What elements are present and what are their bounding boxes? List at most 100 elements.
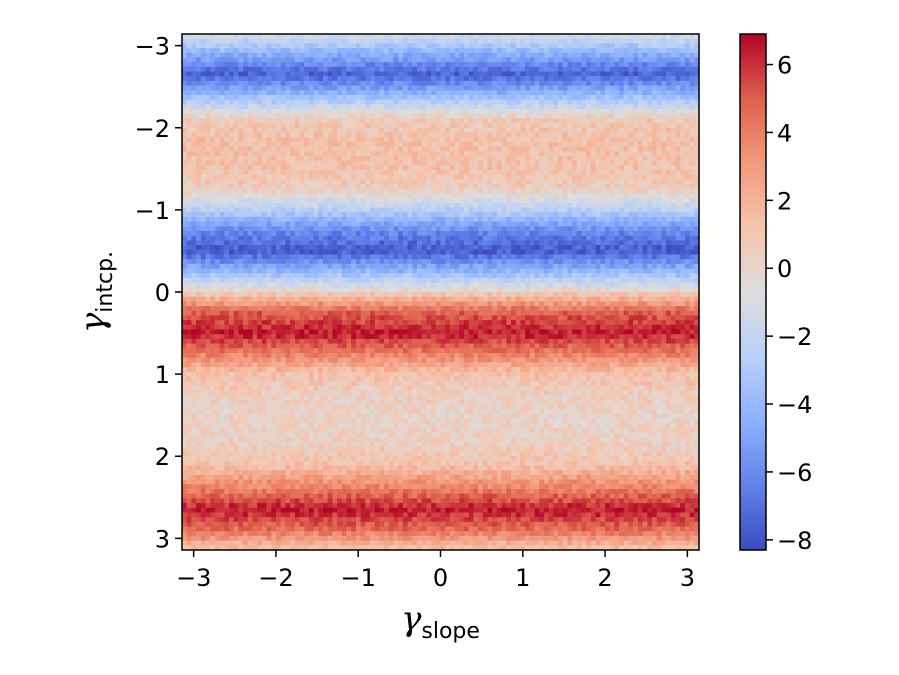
heatmap-cell: [435, 240, 442, 246]
heatmap-cell: [675, 52, 681, 59]
heatmap-cell: [379, 76, 385, 82]
heatmap-cell: [666, 113, 672, 120]
heatmap-cell: [412, 212, 418, 218]
heatmap-cell: [238, 48, 244, 54]
heatmap-cell: [308, 193, 315, 199]
heatmap-cell: [355, 48, 362, 54]
heatmap-cell: [619, 198, 625, 204]
heatmap-cell: [656, 34, 662, 40]
heatmap-cell: [435, 85, 442, 91]
heatmap-cell: [492, 76, 498, 82]
heatmap-cell: [511, 146, 517, 152]
heatmap-cell: [590, 76, 597, 82]
heatmap-cell: [266, 80, 272, 87]
heatmap-cell: [515, 202, 521, 209]
heatmap-cell: [567, 188, 573, 195]
heatmap-cell: [562, 104, 568, 110]
heatmap-cell: [543, 235, 550, 241]
heatmap-cell: [628, 76, 634, 82]
heatmap-cell: [619, 113, 625, 120]
heatmap-cell: [623, 202, 630, 209]
heatmap-cell: [633, 99, 639, 105]
heatmap-cell: [539, 66, 545, 73]
heatmap-cell: [666, 184, 672, 190]
heatmap-cell: [308, 207, 315, 213]
heatmap-cell: [590, 80, 597, 87]
heatmap-cell: [534, 188, 540, 195]
heatmap-cell: [393, 94, 399, 101]
heatmap-cell: [374, 34, 380, 40]
heatmap-cell: [670, 127, 677, 134]
heatmap-cell: [323, 34, 329, 40]
heatmap-cell: [224, 179, 230, 185]
heatmap-cell: [459, 62, 465, 68]
heatmap-cell: [290, 137, 296, 143]
heatmap-cell: [586, 221, 592, 227]
heatmap-cell: [487, 90, 493, 96]
heatmap-cell: [304, 66, 310, 73]
heatmap-cell: [661, 76, 667, 82]
heatmap-cell: [276, 198, 282, 204]
heatmap-cell: [229, 48, 235, 54]
heatmap-cell: [661, 170, 667, 176]
heatmap-cell: [431, 99, 437, 105]
heatmap-cell: [214, 174, 221, 181]
heatmap-cell: [623, 235, 630, 241]
heatmap-cell: [351, 231, 357, 237]
heatmap-cell: [501, 188, 507, 195]
heatmap-cell: [304, 193, 310, 199]
heatmap-cell: [576, 146, 583, 152]
heatmap-cell: [210, 202, 216, 209]
heatmap-cell: [384, 155, 390, 162]
heatmap-cell: [261, 231, 268, 237]
heatmap-cell: [515, 85, 521, 91]
heatmap-cell: [464, 43, 470, 49]
heatmap-cell: [506, 38, 512, 44]
heatmap-cell: [285, 109, 291, 115]
heatmap-cell: [280, 216, 286, 223]
heatmap-cell: [487, 137, 493, 143]
heatmap-cell: [520, 170, 526, 176]
heatmap-cell: [581, 184, 587, 190]
heatmap-cell: [558, 43, 564, 49]
heatmap-cell: [572, 34, 578, 40]
heatmap-cell: [252, 43, 258, 49]
heatmap-cell: [285, 170, 291, 176]
heatmap-cell: [332, 221, 338, 227]
heatmap-cell: [417, 71, 423, 77]
heatmap-cell: [290, 193, 296, 199]
heatmap-cell: [370, 146, 376, 152]
heatmap-cell: [445, 160, 451, 166]
heatmap-cell: [501, 137, 507, 143]
heatmap-cell: [478, 48, 484, 54]
heatmap-cell: [243, 109, 249, 115]
heatmap-cell: [355, 52, 362, 59]
heatmap-cell: [661, 123, 667, 129]
heatmap-cell: [496, 216, 503, 223]
heatmap-cell: [520, 207, 526, 213]
heatmap-cell: [628, 151, 634, 157]
heatmap-cell: [318, 160, 324, 166]
heatmap-cell: [294, 71, 301, 77]
heatmap-cell: [431, 109, 437, 115]
heatmap-cell: [290, 52, 296, 59]
heatmap-cell: [440, 80, 446, 87]
heatmap-cell: [398, 198, 404, 204]
heatmap-cell: [553, 137, 559, 143]
heatmap-cell: [200, 113, 207, 120]
heatmap-cell: [623, 216, 630, 223]
heatmap-cell: [398, 155, 404, 162]
heatmap-cell: [341, 38, 348, 44]
heatmap-cell: [186, 80, 192, 87]
heatmap-cell: [384, 184, 390, 190]
heatmap-cell: [581, 34, 587, 40]
heatmap-cell: [412, 118, 418, 124]
heatmap-cell: [402, 48, 409, 54]
heatmap-cell: [308, 198, 315, 204]
heatmap-cell: [384, 123, 390, 129]
heatmap-cell: [233, 34, 239, 40]
heatmap-cell: [337, 235, 343, 241]
heatmap-cell: [313, 240, 319, 246]
heatmap-cell: [614, 71, 620, 77]
heatmap-cell: [243, 231, 249, 237]
